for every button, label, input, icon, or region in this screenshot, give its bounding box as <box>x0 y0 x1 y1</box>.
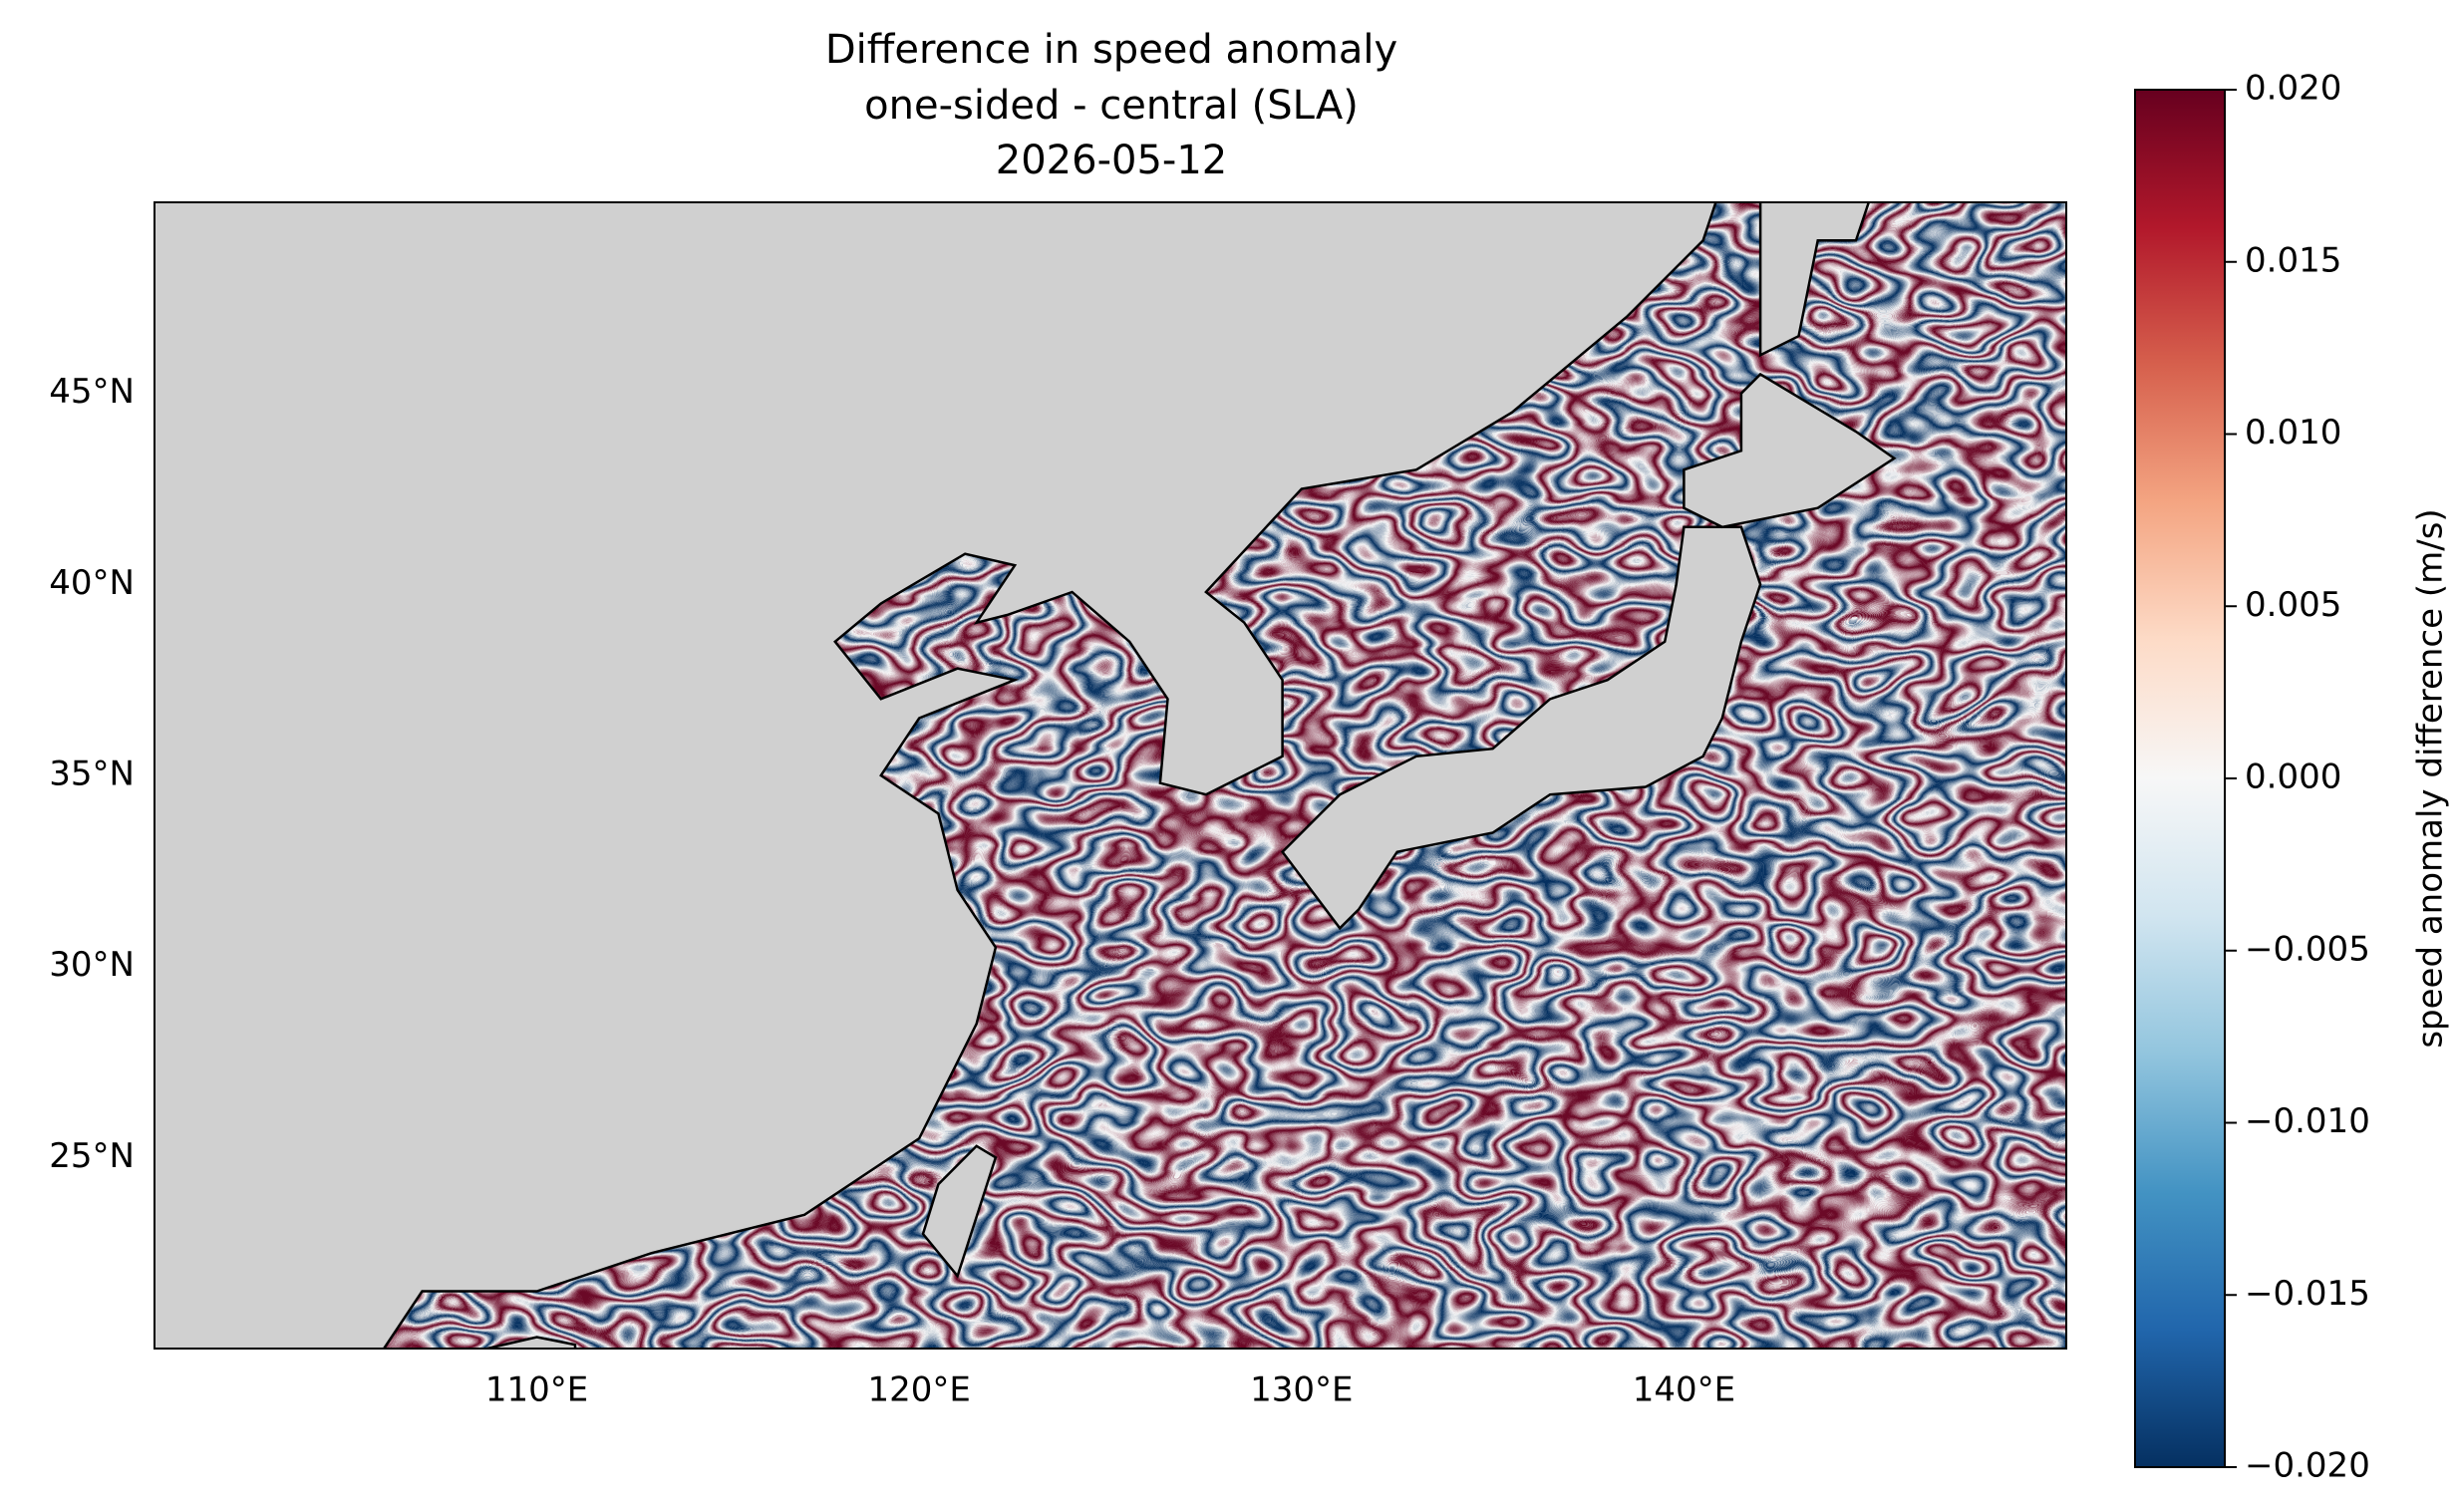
map-frame <box>154 201 2067 1350</box>
land <box>921 1144 998 1279</box>
colorbar-label: speed anomaly difference (m/s) <box>2411 508 2451 1048</box>
title-line: Difference in speed anomaly <box>825 27 1397 73</box>
colorbar-tick-label: 0.005 <box>2245 585 2341 625</box>
x-tick-label: 120°E <box>868 1370 971 1410</box>
y-tick-label: 25°N <box>49 1136 135 1176</box>
colorbar-tick-label: 0.010 <box>2245 413 2341 453</box>
x-tick-label: 110°E <box>485 1370 588 1410</box>
coastline <box>382 202 1717 1349</box>
colorbar-tick-label: 0.020 <box>2245 69 2341 109</box>
x-tick-label: 140°E <box>1633 1370 1735 1410</box>
colorbar-tick-label: 0.015 <box>2245 240 2341 280</box>
land <box>1683 372 1897 529</box>
y-tick-label: 40°N <box>49 563 135 603</box>
title-line: 2026-05-12 <box>996 138 1227 183</box>
colorbar-tick-label: −0.020 <box>2245 1446 2370 1486</box>
colorbar-tick-label: 0.000 <box>2245 757 2341 797</box>
colorbar-tick-label: −0.015 <box>2245 1274 2370 1314</box>
land <box>1280 525 1762 931</box>
y-tick-label: 30°N <box>49 945 135 985</box>
colorbar-tick-label: −0.010 <box>2245 1101 2370 1141</box>
land <box>1758 202 1871 358</box>
y-tick-label: 35°N <box>49 755 135 794</box>
colorbar <box>2134 89 2226 1468</box>
x-tick-label: 130°E <box>1250 1370 1353 1410</box>
land <box>485 1336 577 1349</box>
title-line: one-sided - central (SLA) <box>864 83 1359 129</box>
y-tick-label: 45°N <box>49 372 135 412</box>
colorbar-tick-label: −0.005 <box>2245 929 2370 969</box>
